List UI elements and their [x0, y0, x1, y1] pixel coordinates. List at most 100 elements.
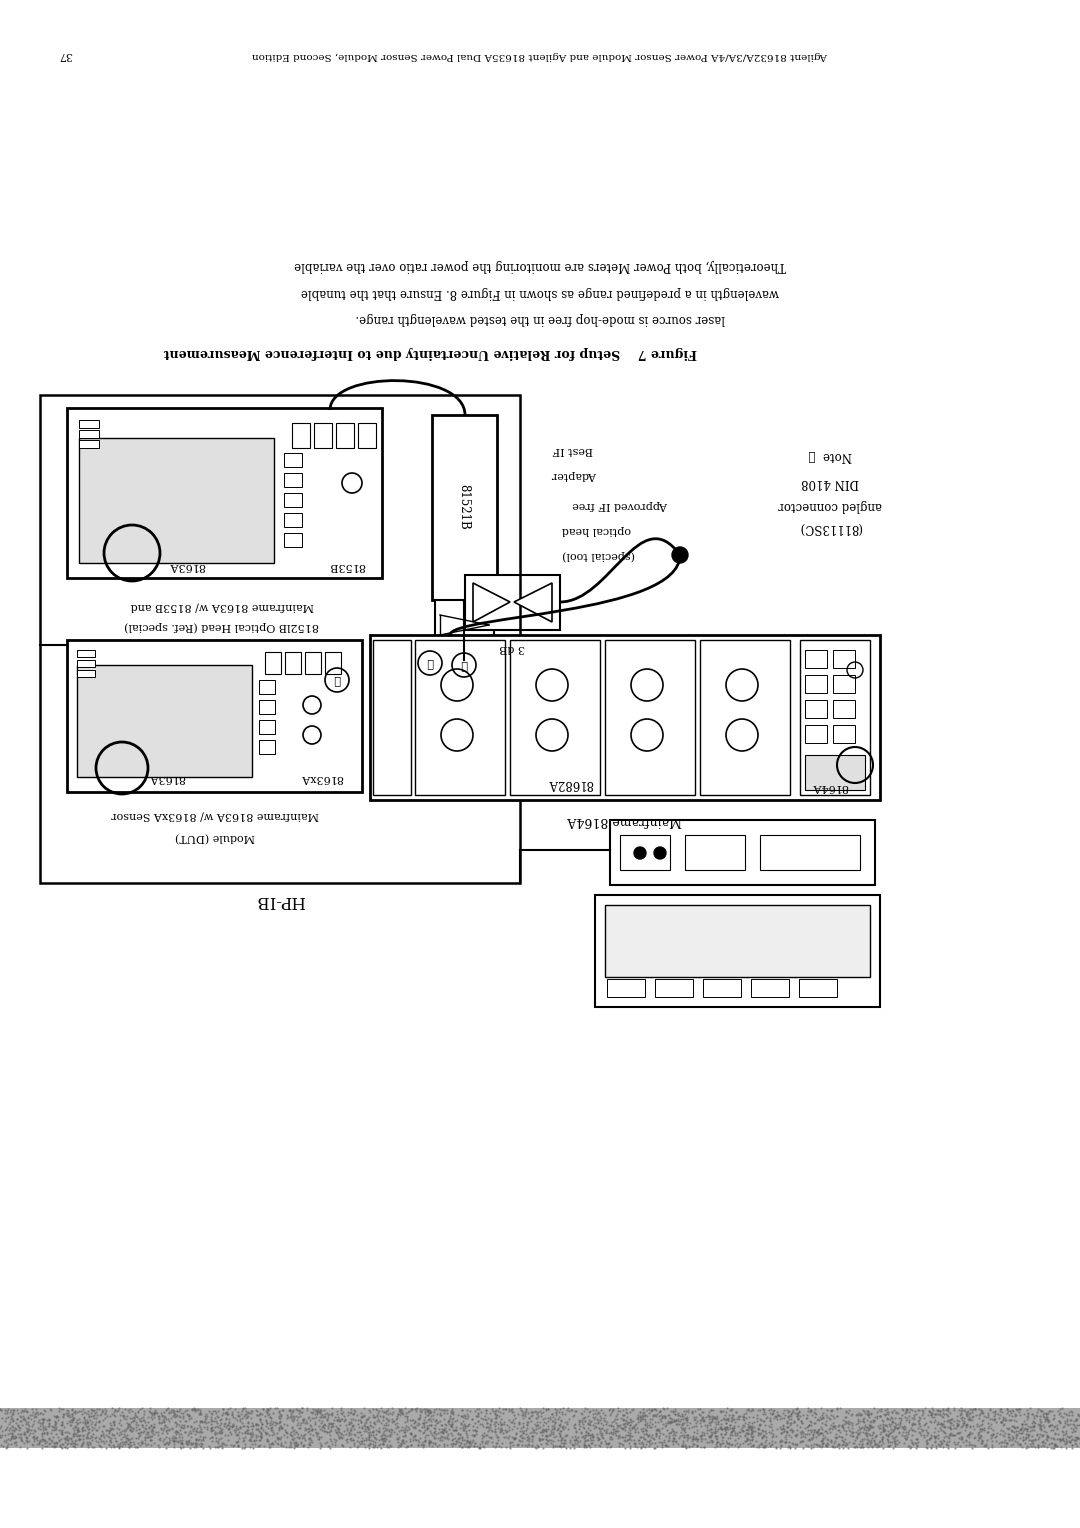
- Point: [579, 1423, 596, 1447]
- Point: [342, 1418, 360, 1442]
- Point: [19, 1416, 37, 1441]
- Point: [82, 1397, 99, 1421]
- Point: [394, 1401, 411, 1426]
- Point: [93, 1424, 110, 1449]
- Point: [346, 1398, 363, 1423]
- Point: [144, 1420, 161, 1444]
- Point: [1040, 1398, 1057, 1423]
- Point: [629, 1420, 646, 1444]
- Point: [167, 1429, 185, 1453]
- Point: [802, 1435, 820, 1459]
- Point: [550, 1433, 567, 1458]
- Point: [953, 1406, 970, 1430]
- Point: [804, 1403, 821, 1427]
- Point: [951, 1420, 969, 1444]
- Point: [68, 1432, 85, 1456]
- Point: [590, 1400, 607, 1424]
- Point: [353, 1416, 370, 1441]
- Point: [680, 1433, 698, 1458]
- Point: [843, 1413, 861, 1438]
- Point: [658, 1418, 675, 1442]
- Point: [823, 1398, 840, 1423]
- Point: [540, 1429, 557, 1453]
- Point: [943, 1416, 960, 1441]
- Point: [220, 1410, 238, 1435]
- Point: [729, 1435, 746, 1459]
- Point: [854, 1420, 872, 1444]
- Point: [684, 1398, 701, 1423]
- Point: [647, 1404, 664, 1429]
- Point: [822, 1398, 839, 1423]
- Point: [446, 1432, 463, 1456]
- Point: [883, 1426, 901, 1450]
- Point: [107, 1429, 124, 1453]
- Point: [954, 1413, 971, 1438]
- Point: [548, 1403, 565, 1427]
- Point: [1051, 1410, 1068, 1435]
- Point: [454, 1435, 471, 1459]
- Point: [487, 1420, 504, 1444]
- Point: [65, 1424, 82, 1449]
- Point: [251, 1427, 268, 1452]
- Point: [58, 1410, 76, 1435]
- Point: [660, 1403, 677, 1427]
- Point: [757, 1401, 774, 1426]
- Point: [460, 1429, 477, 1453]
- Point: [85, 1415, 103, 1439]
- Point: [321, 1410, 338, 1435]
- Point: [156, 1406, 173, 1430]
- Point: [185, 1410, 202, 1435]
- Point: [302, 1418, 320, 1442]
- Point: [288, 1424, 306, 1449]
- Point: [131, 1416, 148, 1441]
- Point: [1063, 1432, 1080, 1456]
- Point: [306, 1398, 323, 1423]
- Point: [104, 1401, 121, 1426]
- Point: [1068, 1409, 1080, 1433]
- Point: [1064, 1433, 1080, 1458]
- Point: [897, 1420, 915, 1444]
- Point: [651, 1400, 669, 1424]
- Point: [120, 1398, 137, 1423]
- Point: [434, 1429, 451, 1453]
- Point: [665, 1421, 683, 1445]
- Point: [160, 1397, 177, 1421]
- Point: [1015, 1401, 1032, 1426]
- Point: [927, 1430, 944, 1455]
- Point: [475, 1421, 492, 1445]
- Point: [973, 1412, 990, 1436]
- Point: [931, 1403, 948, 1427]
- Point: [53, 1409, 70, 1433]
- Point: [35, 1406, 52, 1430]
- Point: [581, 1410, 598, 1435]
- Point: [253, 1424, 270, 1449]
- Point: [492, 1412, 510, 1436]
- Point: [849, 1424, 866, 1449]
- Point: [689, 1429, 706, 1453]
- Point: [1049, 1433, 1066, 1458]
- Point: [134, 1415, 151, 1439]
- Point: [296, 1407, 313, 1432]
- Point: [575, 1415, 592, 1439]
- Point: [490, 1395, 508, 1420]
- Point: [591, 1415, 608, 1439]
- Point: [25, 1424, 42, 1449]
- Point: [310, 1400, 327, 1424]
- Point: [602, 1397, 619, 1421]
- Point: [480, 1420, 497, 1444]
- Point: [590, 1407, 607, 1432]
- Point: [593, 1406, 610, 1430]
- Point: [801, 1400, 819, 1424]
- Point: [841, 1409, 859, 1433]
- Point: [949, 1413, 967, 1438]
- Point: [464, 1427, 482, 1452]
- Point: [109, 1415, 126, 1439]
- Point: [946, 1409, 963, 1433]
- Point: [891, 1430, 908, 1455]
- Point: [914, 1420, 931, 1444]
- Point: [866, 1433, 883, 1458]
- Bar: [0, 1407, 1080, 1449]
- Point: [870, 1416, 888, 1441]
- Point: [173, 1401, 190, 1426]
- Point: [489, 1426, 507, 1450]
